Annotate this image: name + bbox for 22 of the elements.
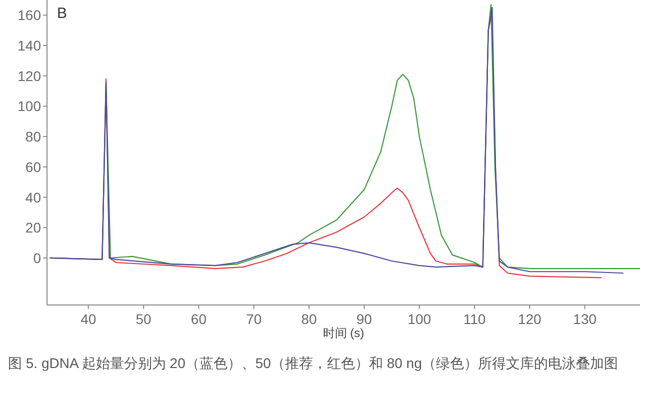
caption: 图 5. gDNA 起始量分别为 20（蓝色）、50（推荐，红色）和 80 ng（绿色）所得文库的电泳叠加图 (8, 354, 619, 373)
y-tick-label: 160 (18, 7, 42, 24)
y-tick-label: 80 (25, 128, 42, 145)
y-tick-label: 40 (25, 189, 42, 206)
y-tick-label: 20 (25, 220, 42, 236)
x-tick-label: 100 (408, 311, 432, 327)
x-tick-label: 130 (573, 311, 597, 327)
x-tick-label: 50 (136, 311, 152, 327)
y-tick-label: 60 (25, 158, 42, 175)
x-tick-label: 110 (463, 311, 486, 327)
annotation: B (57, 5, 68, 22)
x-tick-label: 90 (356, 311, 372, 327)
y-tick-label: 120 (18, 68, 42, 84)
x-tick-label: 70 (246, 311, 262, 327)
y-tick-label: 0 (33, 250, 42, 266)
y-tick-label: 140 (18, 38, 42, 54)
y-tick-label: 100 (18, 98, 42, 114)
x-tick-label: 40 (80, 311, 96, 327)
x-axis-title: 时间 (s) (322, 326, 364, 340)
x-tick-label: 60 (190, 311, 207, 327)
x-tick-label: 80 (301, 311, 318, 327)
x-tick-label: 120 (518, 311, 542, 327)
